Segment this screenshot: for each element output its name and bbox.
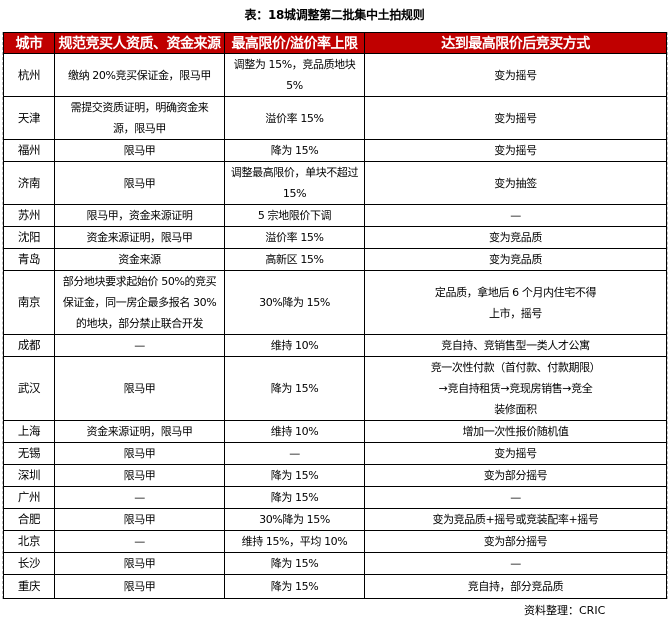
cell-price-cap: 溢价率 15%	[224, 226, 365, 249]
table-row: 沈阳 资金来源证明，限马甲 溢价率 15% 变为竞品质	[3, 226, 667, 249]
cell-city: 深圳	[3, 464, 55, 487]
header-qualification: 规范竞买人资质、资金来源	[54, 32, 225, 54]
cell-price-cap: 降为 15%	[224, 552, 365, 575]
cell-bidding-method: 变为竞品质	[364, 248, 667, 271]
cell-city: 福州	[3, 139, 55, 162]
cell-qualification: 限马甲	[54, 552, 225, 575]
cell-city: 长沙	[3, 552, 55, 575]
cell-qualification: 限马甲，资金来源证明	[54, 204, 225, 227]
cell-price-cap: 调整为 15%，竞品质地块 5%	[224, 53, 365, 97]
cell-qualification: 部分地块要求起始价 50%的竞买 保证金，同一房企最多报名 30% 的地块，部分…	[54, 270, 225, 335]
cell-price-cap: 维持 15%，平均 10%	[224, 530, 365, 553]
cell-bidding-method: 变为摇号	[364, 96, 667, 140]
cell-qualification: 限马甲	[54, 574, 225, 599]
cell-bidding-method: 变为部分摇号	[364, 464, 667, 487]
table-row: 苏州 限马甲，资金来源证明 5 宗地限价下调 —	[3, 204, 667, 227]
cell-bidding-method: 变为抽签	[364, 161, 667, 205]
cell-bidding-method: 变为竞品质+摇号或竞装配率+摇号	[364, 508, 667, 531]
cell-city: 重庆	[3, 574, 55, 599]
cell-city: 无锡	[3, 442, 55, 465]
cell-city: 上海	[3, 420, 55, 443]
cell-city: 苏州	[3, 204, 55, 227]
table-row: 武汉 限马甲 降为 15% 竞一次性付款（首付款、付款期限） →竞自持租赁→竞现房销售…	[3, 356, 667, 421]
source-note: 资料整理：CRIC	[524, 604, 606, 617]
header-city: 城市	[3, 32, 55, 54]
cell-city: 南京	[3, 270, 55, 335]
cell-qualification: —	[54, 334, 225, 357]
cell-price-cap: 5 宗地限价下调	[224, 204, 365, 227]
table-header-row: 城市 规范竞买人资质、资金来源 最高限价/溢价率上限 达到最高限价后竞买方式	[3, 32, 667, 54]
cell-price-cap: 溢价率 15%	[224, 96, 365, 140]
cell-qualification: 限马甲	[54, 161, 225, 205]
cell-price-cap: 高新区 15%	[224, 248, 365, 271]
cell-bidding-method: 竞自持、竞销售型一类人才公寓	[364, 334, 667, 357]
cell-price-cap: 维持 10%	[224, 420, 365, 443]
table-row: 深圳 限马甲 降为 15% 变为部分摇号	[3, 464, 667, 487]
cell-city: 北京	[3, 530, 55, 553]
cell-qualification: 限马甲	[54, 139, 225, 162]
cell-city: 天津	[3, 96, 55, 140]
table-row: 上海 资金来源证明，限马甲 维持 10% 增加一次性报价随机值	[3, 420, 667, 443]
cell-city: 合肥	[3, 508, 55, 531]
cell-city: 成都	[3, 334, 55, 357]
table-outline: 城市 规范竞买人资质、资金来源 最高限价/溢价率上限 达到最高限价后竞买方式 杭…	[2, 32, 668, 599]
table-row: 杭州 缴纳 20%竞买保证金，限马甲 调整为 15%，竞品质地块 5% 变为摇号	[3, 53, 667, 97]
cell-qualification: 限马甲	[54, 442, 225, 465]
cell-price-cap: 降为 15%	[224, 139, 365, 162]
table-row: 合肥 限马甲 30%降为 15% 变为竞品质+摇号或竞装配率+摇号	[3, 508, 667, 531]
table-row: 青岛 资金来源 高新区 15% 变为竞品质	[3, 248, 667, 271]
cell-city: 杭州	[3, 53, 55, 97]
land-auction-rules-table: 城市 规范竞买人资质、资金来源 最高限价/溢价率上限 达到最高限价后竞买方式 杭…	[3, 32, 667, 599]
cell-price-cap: 降为 15%	[224, 486, 365, 509]
cell-bidding-method: 变为摇号	[364, 442, 667, 465]
cell-price-cap: 降为 15%	[224, 574, 365, 599]
cell-price-cap: 维持 10%	[224, 334, 365, 357]
cell-price-cap: —	[224, 442, 365, 465]
table-row: 天津 需提交资质证明，明确资金来 源，限马甲 溢价率 15% 变为摇号	[3, 96, 667, 140]
table-row: 广州 — 降为 15% —	[3, 486, 667, 509]
table-row: 无锡 限马甲 — 变为摇号	[3, 442, 667, 465]
cell-bidding-method: 竞自持，部分竞品质	[364, 574, 667, 599]
cell-city: 青岛	[3, 248, 55, 271]
cell-qualification: 限马甲	[54, 464, 225, 487]
cell-city: 济南	[3, 161, 55, 205]
table-row: 北京 — 维持 15%，平均 10% 变为部分摇号	[3, 530, 667, 553]
cell-bidding-method: 竞一次性付款（首付款、付款期限） →竞自持租赁→竞现房销售→竞全 装修面积	[364, 356, 667, 421]
cell-qualification: 缴纳 20%竞买保证金，限马甲	[54, 53, 225, 97]
cell-bidding-method: 变为摇号	[364, 139, 667, 162]
table-row: 重庆 限马甲 降为 15% 竞自持，部分竞品质	[3, 574, 667, 599]
cell-qualification: 资金来源证明，限马甲	[54, 226, 225, 249]
cell-qualification: 限马甲	[54, 508, 225, 531]
cell-bidding-method: —	[364, 552, 667, 575]
cell-qualification: 资金来源证明，限马甲	[54, 420, 225, 443]
table-row: 长沙 限马甲 降为 15% —	[3, 552, 667, 575]
cell-bidding-method: 变为竞品质	[364, 226, 667, 249]
cell-price-cap: 降为 15%	[224, 464, 365, 487]
cell-city: 武汉	[3, 356, 55, 421]
cell-price-cap: 降为 15%	[224, 356, 365, 421]
cell-price-cap: 30%降为 15%	[224, 270, 365, 335]
cell-qualification: —	[54, 530, 225, 553]
cell-bidding-method: —	[364, 204, 667, 227]
cell-price-cap: 30%降为 15%	[224, 508, 365, 531]
table-row: 成都 — 维持 10% 竞自持、竞销售型一类人才公寓	[3, 334, 667, 357]
cell-bidding-method: 定品质，拿地后 6 个月内住宅不得 上市，摇号	[364, 270, 667, 335]
table-title: 表：18城调整第二批集中土拍规则	[244, 8, 425, 22]
cell-qualification: 限马甲	[54, 356, 225, 421]
header-price-cap: 最高限价/溢价率上限	[224, 32, 365, 54]
cell-bidding-method: —	[364, 486, 667, 509]
cell-city: 广州	[3, 486, 55, 509]
cell-bidding-method: 增加一次性报价随机值	[364, 420, 667, 443]
header-bidding-method: 达到最高限价后竞买方式	[364, 32, 667, 54]
cell-bidding-method: 变为摇号	[364, 53, 667, 97]
cell-qualification: —	[54, 486, 225, 509]
table-row: 南京 部分地块要求起始价 50%的竞买 保证金，同一房企最多报名 30% 的地块，…	[3, 270, 667, 335]
cell-qualification: 需提交资质证明，明确资金来 源，限马甲	[54, 96, 225, 140]
table-row: 济南 限马甲 调整最高限价，单块不超过 15% 变为抽签	[3, 161, 667, 205]
table-row: 福州 限马甲 降为 15% 变为摇号	[3, 139, 667, 162]
cell-qualification: 资金来源	[54, 248, 225, 271]
cell-bidding-method: 变为部分摇号	[364, 530, 667, 553]
cell-city: 沈阳	[3, 226, 55, 249]
cell-price-cap: 调整最高限价，单块不超过 15%	[224, 161, 365, 205]
